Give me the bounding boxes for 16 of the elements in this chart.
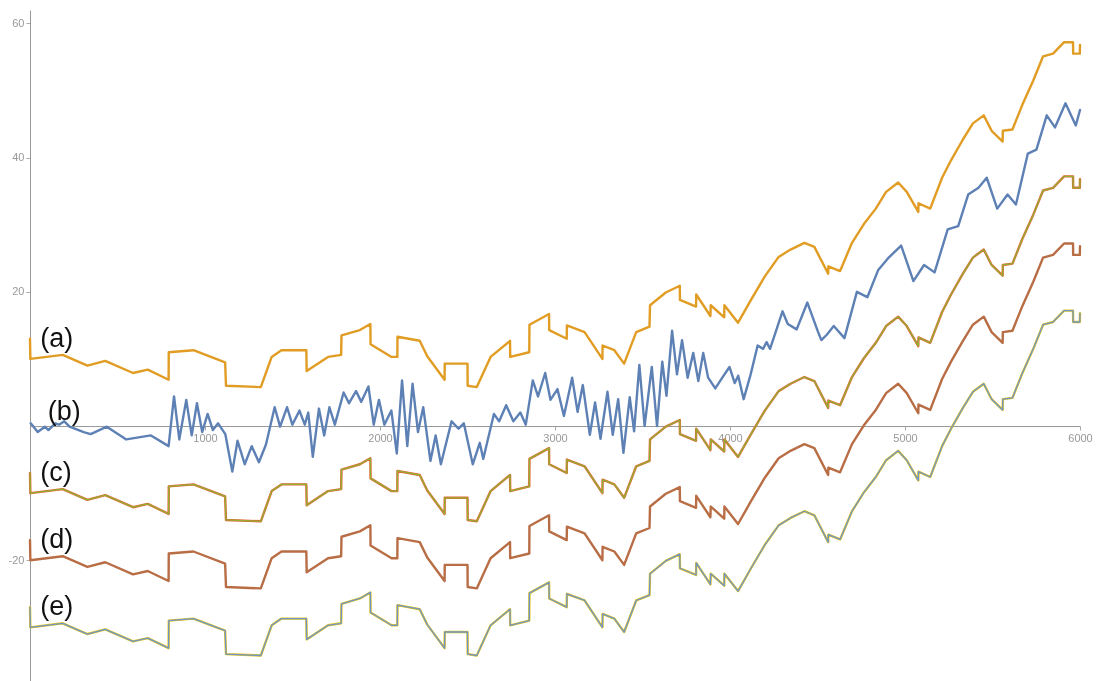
annotation: (b) (47, 396, 81, 427)
annotation: (a) (40, 322, 74, 353)
annotation: (d) (40, 524, 74, 555)
x-tick-label: 1000 (193, 431, 218, 444)
y-tick-label: -20 (8, 553, 25, 566)
line-series (28, 41, 1082, 389)
x-tick-label: 6000 (1068, 431, 1093, 444)
y-tick-label: 40 (12, 151, 25, 164)
x-tick-label: 2000 (368, 431, 393, 444)
y-tick-label: 60 (12, 16, 25, 29)
y-tick-label: 20 (12, 285, 25, 298)
annotation: (c) (40, 457, 72, 488)
x-tick-label: 3000 (543, 431, 568, 444)
x-tick-label: 5000 (893, 431, 918, 444)
x-tick-label: 4000 (718, 431, 743, 444)
annotation: (e) (40, 591, 74, 622)
